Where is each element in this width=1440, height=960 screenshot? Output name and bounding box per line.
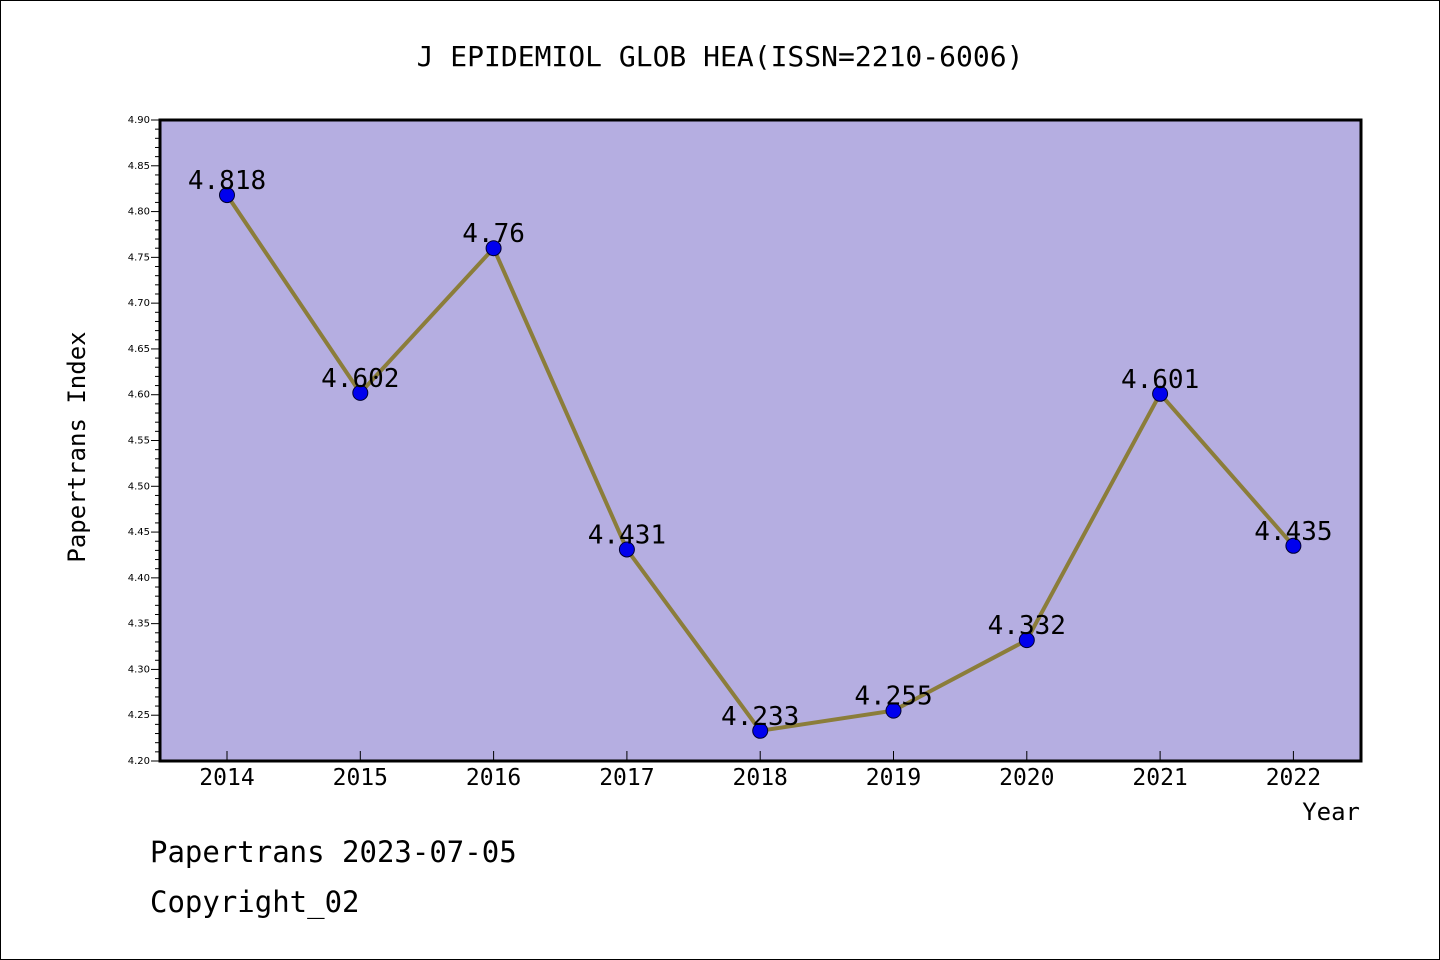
data-markers [219, 187, 1302, 739]
data-label: 4.233 [721, 702, 799, 732]
y-tick-label: 4.20 [128, 756, 150, 767]
data-label: 4.818 [188, 166, 266, 196]
data-label: 4.601 [1121, 365, 1199, 395]
data-point [1152, 385, 1169, 402]
y-tick-label: 4.60 [128, 390, 150, 401]
y-axis: 4.20 4.25 4.30 4.35 4.40 4.45 4.50 4.55 4.60 4.65… [128, 115, 160, 767]
y-axis-label: Papertrans Index [63, 331, 91, 562]
x-tick-label: 2018 [733, 765, 788, 791]
y-tick-label: 4.65 [128, 344, 150, 355]
data-label: 4.602 [321, 364, 399, 394]
data-point [618, 541, 635, 558]
footer-copyright: Copyright_02 [150, 885, 360, 919]
y-tick-label: 4.85 [128, 161, 150, 172]
data-point [219, 187, 235, 204]
plot-area [158, 118, 1363, 763]
x-tick-label: 2019 [866, 765, 921, 791]
data-point [1285, 537, 1302, 554]
y-tick-label: 4.55 [128, 436, 150, 447]
x-tick-label: 2021 [1132, 765, 1187, 791]
chart-title: J EPIDEMIOL GLOB HEA(ISSN=2210-6006) [417, 40, 1024, 73]
data-label: 4.76 [462, 219, 525, 249]
y-tick-label: 4.80 [128, 207, 150, 218]
footer-date: Papertrans 2023-07-05 [150, 835, 517, 869]
data-point [1018, 632, 1035, 649]
data-labels: 4.818 4.602 4.76 4.431 4.233 4.255 4.332 4.601 4… [188, 166, 1333, 732]
x-tick-label: 2015 [333, 765, 388, 791]
x-tick-label: 2017 [599, 765, 654, 791]
y-tick-label: 4.40 [128, 573, 150, 584]
y-tick-label: 4.75 [128, 252, 150, 263]
data-point [752, 722, 769, 739]
data-label: 4.332 [988, 611, 1066, 641]
y-tick-label: 4.50 [128, 481, 150, 492]
data-label: 4.255 [854, 682, 932, 712]
y-tick-label: 4.30 [128, 664, 150, 675]
y-tick-label: 4.45 [128, 527, 150, 538]
x-tick-label: 2022 [1266, 765, 1321, 791]
data-point [485, 240, 502, 257]
y-tick-label: 4.35 [128, 619, 150, 630]
y-tick-label: 4.90 [128, 115, 150, 126]
x-tick-label: 2020 [999, 765, 1054, 791]
x-tick-label: 2016 [466, 765, 521, 791]
x-axis-label: Year [1302, 798, 1360, 826]
y-tick-label: 4.25 [128, 710, 150, 721]
data-point [352, 384, 369, 401]
x-axis: 2014 2015 2016 2017 2018 2019 2020 2021 2022 [199, 751, 1321, 791]
y-tick-label: 4.70 [128, 298, 150, 309]
x-tick-label: 2014 [199, 765, 254, 791]
data-label: 4.435 [1254, 517, 1332, 547]
data-label: 4.431 [588, 520, 666, 550]
data-point [885, 702, 902, 719]
